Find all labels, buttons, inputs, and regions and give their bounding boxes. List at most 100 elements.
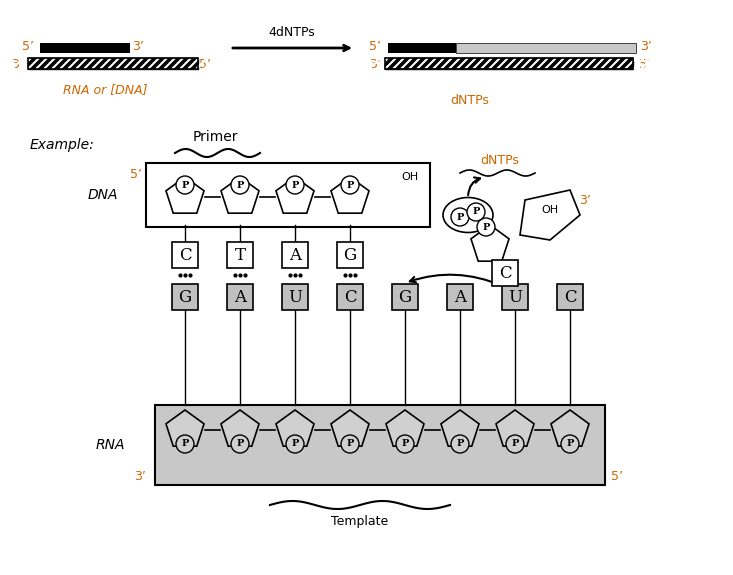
Circle shape	[341, 435, 359, 453]
Text: 5’: 5’	[199, 58, 211, 71]
Text: P: P	[291, 181, 298, 190]
Text: 5’: 5’	[22, 40, 34, 53]
Text: Primer: Primer	[192, 130, 237, 144]
Polygon shape	[496, 410, 534, 446]
Circle shape	[451, 435, 469, 453]
Text: P: P	[482, 223, 490, 232]
Text: C: C	[179, 247, 191, 263]
FancyBboxPatch shape	[557, 284, 583, 310]
Text: 3’: 3’	[579, 194, 591, 206]
Polygon shape	[276, 177, 314, 213]
Bar	[28, 58, 198, 69]
FancyBboxPatch shape	[447, 284, 473, 310]
Ellipse shape	[443, 197, 493, 232]
Polygon shape	[471, 225, 509, 261]
Text: P: P	[181, 439, 188, 448]
FancyBboxPatch shape	[337, 242, 363, 268]
Text: P: P	[346, 181, 354, 190]
Text: P: P	[457, 213, 464, 221]
Circle shape	[231, 435, 249, 453]
Text: P: P	[457, 439, 464, 448]
Polygon shape	[520, 190, 580, 240]
FancyBboxPatch shape	[282, 242, 308, 268]
Text: G: G	[178, 289, 191, 305]
Circle shape	[286, 435, 304, 453]
FancyBboxPatch shape	[227, 284, 253, 310]
Circle shape	[477, 218, 495, 236]
Circle shape	[506, 435, 524, 453]
Text: U: U	[288, 289, 302, 305]
Bar	[456, 43, 636, 53]
Text: 5’: 5’	[369, 40, 381, 53]
Text: 3’: 3’	[134, 470, 146, 484]
FancyBboxPatch shape	[282, 284, 308, 310]
Text: U: U	[508, 289, 522, 305]
Polygon shape	[551, 410, 589, 446]
Text: 5’: 5’	[639, 58, 651, 71]
Text: P: P	[291, 439, 298, 448]
FancyBboxPatch shape	[392, 284, 418, 310]
FancyBboxPatch shape	[146, 163, 430, 227]
Text: 5’: 5’	[611, 470, 623, 484]
Text: Template: Template	[331, 515, 388, 527]
Text: RNA: RNA	[95, 438, 125, 452]
Polygon shape	[221, 177, 259, 213]
Circle shape	[467, 203, 485, 221]
Text: P: P	[346, 439, 354, 448]
Polygon shape	[166, 177, 204, 213]
Text: 3’: 3’	[369, 58, 381, 71]
Text: A: A	[234, 289, 246, 305]
Circle shape	[286, 176, 304, 194]
Circle shape	[231, 176, 249, 194]
Text: A: A	[454, 289, 466, 305]
Text: P: P	[567, 439, 574, 448]
Polygon shape	[331, 410, 369, 446]
Text: 4dNTPs: 4dNTPs	[268, 26, 315, 40]
Text: DNA: DNA	[88, 188, 118, 202]
Text: Example:: Example:	[30, 138, 95, 152]
Bar	[385, 58, 633, 69]
Circle shape	[561, 435, 579, 453]
Circle shape	[341, 176, 359, 194]
Circle shape	[396, 435, 414, 453]
Text: OH: OH	[402, 172, 419, 182]
Text: 5’: 5’	[130, 168, 142, 182]
Text: C: C	[564, 289, 576, 305]
Text: dNTPs: dNTPs	[451, 94, 490, 106]
Bar	[40, 43, 130, 53]
Text: 3’: 3’	[11, 58, 23, 71]
Text: G: G	[344, 247, 356, 263]
Bar	[28, 58, 198, 69]
Text: OH: OH	[542, 205, 559, 215]
Circle shape	[176, 176, 194, 194]
Text: P: P	[181, 181, 188, 190]
Text: P: P	[512, 439, 519, 448]
FancyBboxPatch shape	[502, 284, 528, 310]
Text: G: G	[399, 289, 411, 305]
Polygon shape	[386, 410, 424, 446]
Polygon shape	[276, 410, 314, 446]
Polygon shape	[221, 410, 259, 446]
Text: P: P	[401, 439, 409, 448]
Text: 3’: 3’	[640, 40, 652, 53]
Text: C: C	[344, 289, 356, 305]
FancyBboxPatch shape	[337, 284, 363, 310]
Text: 3’: 3’	[132, 40, 144, 53]
FancyBboxPatch shape	[227, 242, 253, 268]
Bar	[155, 405, 605, 485]
Text: C: C	[498, 264, 512, 282]
Text: T: T	[235, 247, 246, 263]
Polygon shape	[331, 177, 369, 213]
Text: P: P	[236, 181, 243, 190]
Circle shape	[451, 208, 469, 226]
Bar	[385, 58, 633, 69]
FancyBboxPatch shape	[172, 242, 198, 268]
FancyBboxPatch shape	[492, 260, 518, 286]
Bar	[388, 43, 456, 53]
FancyBboxPatch shape	[172, 284, 198, 310]
Polygon shape	[166, 410, 204, 446]
Circle shape	[176, 435, 194, 453]
Text: P: P	[236, 439, 243, 448]
Text: A: A	[289, 247, 301, 263]
Text: dNTPs: dNTPs	[481, 154, 520, 167]
